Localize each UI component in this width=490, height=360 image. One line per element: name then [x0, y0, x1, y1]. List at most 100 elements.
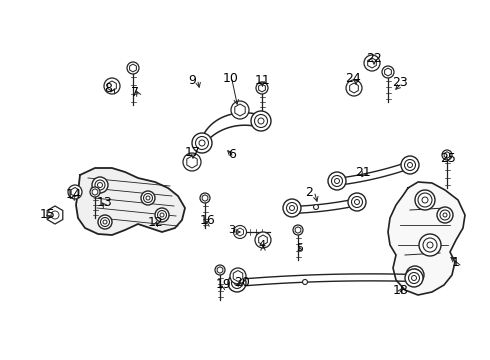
Circle shape: [382, 66, 394, 78]
Circle shape: [408, 162, 413, 167]
Polygon shape: [235, 104, 245, 116]
Polygon shape: [130, 64, 136, 72]
Circle shape: [293, 225, 303, 235]
Circle shape: [235, 280, 240, 285]
Circle shape: [100, 217, 109, 226]
Circle shape: [192, 133, 212, 153]
Circle shape: [283, 199, 301, 217]
Circle shape: [199, 140, 205, 146]
Circle shape: [314, 204, 318, 210]
Text: 23: 23: [392, 77, 408, 90]
Circle shape: [131, 67, 135, 69]
Polygon shape: [108, 81, 116, 91]
Polygon shape: [76, 168, 185, 235]
Circle shape: [231, 101, 249, 119]
Circle shape: [442, 150, 452, 160]
Circle shape: [328, 172, 346, 190]
Circle shape: [302, 279, 308, 284]
Circle shape: [348, 193, 366, 211]
Polygon shape: [388, 182, 465, 295]
Polygon shape: [259, 235, 268, 245]
Polygon shape: [47, 206, 63, 224]
Text: 10: 10: [223, 72, 239, 85]
Text: 14: 14: [66, 188, 82, 201]
Text: 7: 7: [131, 85, 139, 99]
Circle shape: [95, 180, 105, 190]
Polygon shape: [295, 227, 301, 233]
Text: 4: 4: [258, 240, 265, 250]
Circle shape: [258, 118, 264, 124]
Circle shape: [387, 71, 390, 73]
Text: 17: 17: [185, 145, 201, 158]
Circle shape: [155, 208, 169, 222]
Polygon shape: [233, 270, 243, 282]
Circle shape: [215, 265, 225, 275]
Polygon shape: [368, 58, 376, 68]
Circle shape: [261, 86, 264, 90]
Text: 15: 15: [40, 208, 56, 221]
Circle shape: [256, 82, 268, 94]
Circle shape: [190, 159, 195, 165]
Circle shape: [141, 191, 155, 205]
Circle shape: [236, 274, 240, 278]
Circle shape: [94, 191, 97, 193]
Circle shape: [443, 213, 447, 217]
Circle shape: [346, 80, 362, 96]
Polygon shape: [202, 195, 208, 201]
Polygon shape: [187, 156, 197, 168]
Circle shape: [297, 229, 299, 231]
Text: 6: 6: [228, 148, 236, 162]
Text: 18: 18: [393, 284, 409, 297]
Circle shape: [254, 114, 268, 127]
Polygon shape: [237, 228, 244, 236]
Circle shape: [110, 84, 114, 88]
Text: 16: 16: [200, 213, 216, 226]
Circle shape: [51, 211, 59, 219]
Circle shape: [422, 197, 428, 203]
Circle shape: [419, 234, 441, 256]
Circle shape: [146, 196, 150, 200]
Circle shape: [238, 108, 243, 112]
Circle shape: [144, 194, 152, 202]
Circle shape: [200, 193, 210, 203]
Text: 8: 8: [104, 81, 112, 94]
Circle shape: [409, 273, 419, 284]
Circle shape: [157, 211, 167, 220]
Circle shape: [92, 177, 108, 193]
Circle shape: [196, 136, 209, 149]
Polygon shape: [71, 188, 79, 197]
Circle shape: [352, 86, 356, 90]
Circle shape: [234, 225, 246, 238]
Circle shape: [73, 190, 77, 194]
Circle shape: [219, 269, 221, 271]
Polygon shape: [350, 83, 358, 93]
Text: 3: 3: [228, 225, 235, 235]
Text: 5: 5: [296, 243, 303, 253]
Polygon shape: [92, 189, 98, 195]
Text: 11: 11: [255, 73, 271, 86]
Circle shape: [412, 275, 416, 280]
Circle shape: [104, 78, 120, 94]
Text: 24: 24: [345, 72, 361, 85]
Circle shape: [127, 62, 139, 74]
Polygon shape: [385, 68, 392, 76]
Circle shape: [335, 179, 340, 184]
Text: 20: 20: [234, 275, 250, 288]
Circle shape: [160, 213, 164, 217]
Polygon shape: [444, 152, 450, 158]
Text: 1: 1: [452, 256, 460, 269]
Circle shape: [409, 269, 421, 281]
Circle shape: [406, 266, 424, 284]
Circle shape: [103, 220, 107, 224]
Circle shape: [401, 156, 419, 174]
Polygon shape: [217, 267, 223, 273]
Circle shape: [98, 183, 102, 188]
Circle shape: [261, 238, 265, 242]
Text: 2: 2: [305, 185, 313, 198]
Circle shape: [370, 61, 374, 65]
Circle shape: [239, 230, 242, 234]
Text: 25: 25: [440, 152, 456, 165]
Circle shape: [68, 185, 82, 199]
Circle shape: [230, 268, 246, 284]
Text: 9: 9: [188, 73, 196, 86]
